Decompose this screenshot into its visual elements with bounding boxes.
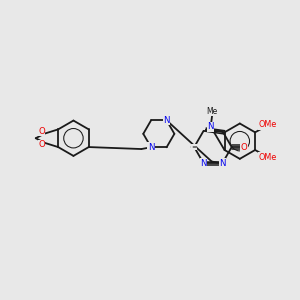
Text: O: O [241, 142, 248, 152]
Text: OMe: OMe [258, 153, 276, 162]
Text: N: N [208, 122, 214, 131]
Text: N: N [200, 159, 207, 168]
Text: N: N [219, 159, 226, 168]
Text: N: N [164, 116, 170, 125]
Text: =: = [190, 144, 196, 150]
Text: =: = [191, 144, 197, 150]
Text: O: O [38, 127, 45, 136]
Text: Me: Me [206, 107, 218, 116]
Text: OMe: OMe [258, 121, 276, 130]
Text: N: N [148, 143, 154, 152]
Text: O: O [38, 140, 45, 149]
